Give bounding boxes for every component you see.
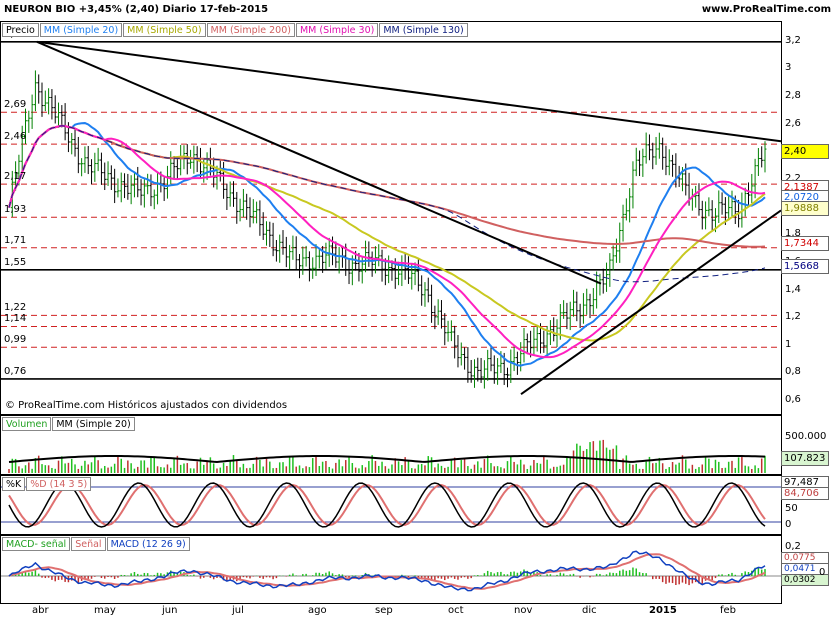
x-axis: abr may jun jul ago sep oct nov dic 2015 feb	[0, 603, 780, 620]
footer-note: © ProRealTime.com Históricos ajustados c…	[5, 400, 288, 411]
legend-d[interactable]: %D (14 3 5)	[26, 477, 92, 491]
trendline-down	[36, 40, 602, 285]
x-axis-label: feb	[720, 605, 737, 616]
legend-sma50[interactable]: MM (Simple 50)	[123, 23, 206, 37]
macd-line	[8, 550, 766, 592]
level-label: 1,93	[4, 204, 27, 216]
legend-volume[interactable]: Volumen	[2, 417, 52, 431]
price-axis-label: 2,8	[785, 90, 801, 102]
stoch-axis-0: 0	[785, 519, 792, 530]
level-label: 1,22	[4, 302, 27, 314]
price-legend: Precio MM (Simple 20) MM (Simple 50) MM …	[2, 23, 469, 37]
legend-macd[interactable]: MACD (12 26 9)	[106, 537, 190, 551]
sma30-line	[8, 124, 766, 359]
legend-sma20[interactable]: MM (Simple 20)	[39, 23, 123, 37]
x-axis-label: nov	[514, 605, 533, 616]
stochastic-pane[interactable]: %K %D (14 3 5)	[0, 475, 782, 535]
price-badge: 2,40	[781, 144, 829, 160]
stoch-d-line	[8, 483, 766, 527]
x-axis-label: may	[94, 605, 116, 616]
legend-macd-hist[interactable]: MACD- señal	[2, 537, 71, 551]
macd-legend: MACD- señal Señal MACD (12 26 9)	[2, 537, 191, 551]
price-axis-label: 2,2	[785, 173, 801, 184]
price-axis-label: 2,6	[785, 117, 801, 129]
volume-axis-label: 500.000	[785, 431, 827, 442]
sma50-line	[8, 124, 766, 342]
volume-pane[interactable]: Volumen MM (Simple 20)	[0, 415, 782, 475]
macd-axis-0: 0	[819, 567, 826, 578]
stoch-k-line	[8, 482, 766, 528]
price-axis-label: 0,6	[785, 394, 801, 406]
x-axis-label: oct	[448, 605, 464, 616]
level-label: 1,55	[4, 256, 27, 268]
x-axis-label: jun	[162, 605, 178, 616]
x-axis-label: ago	[308, 605, 327, 616]
legend-sma30[interactable]: MM (Simple 30)	[295, 23, 379, 37]
macd-signal-line	[8, 553, 766, 590]
volume-plot	[8, 439, 766, 473]
macd-axis: 0,2 0,0775 0,0471 0,0302 0	[781, 535, 835, 602]
volume-sma-line	[8, 455, 766, 463]
legend-price[interactable]: Precio	[2, 23, 39, 37]
x-axis-label: sep	[375, 605, 393, 616]
macd-badge-3: 0,0302	[781, 574, 829, 586]
price-axis-label: 1,2	[785, 311, 801, 323]
volume-axis: 500.000 107.823	[781, 415, 835, 473]
price-badge: 1,9888	[781, 201, 829, 217]
level-label: 0,76	[4, 365, 27, 377]
price-axis-label: 3,2	[785, 34, 801, 46]
stochastic-axis: 97,487 84,706 50 0	[781, 475, 835, 533]
volume-badge: 107.823	[781, 451, 829, 466]
price-badge: 1,5668	[781, 259, 829, 275]
x-axis-label: jul	[232, 605, 244, 616]
macd-pane[interactable]: MACD- señal Señal MACD (12 26 9)	[0, 535, 782, 604]
level-label: 2,46	[4, 131, 27, 143]
price-axis-label: 1	[785, 338, 792, 350]
x-axis-label: abr	[32, 605, 49, 616]
price-axis-label: 0,8	[785, 366, 801, 378]
stochastic-plot	[1, 482, 781, 528]
level-label: 1,14	[4, 313, 27, 325]
x-axis-label: dic	[582, 605, 597, 616]
legend-k[interactable]: %K	[2, 477, 26, 491]
stoch-d-badge: 84,706	[781, 487, 829, 500]
macd-plot	[1, 550, 781, 592]
site-name[interactable]: www.ProRealTime.com	[701, 4, 831, 15]
price-axis-label: 1,4	[785, 283, 801, 295]
legend-sma130[interactable]: MM (Simple 130)	[379, 23, 468, 37]
price-axis: 3,232,82,62,42,221,81,61,41,210,80,62,40…	[781, 21, 835, 413]
volume-legend: Volumen MM (Simple 20)	[2, 417, 136, 431]
level-label: 1,71	[4, 234, 27, 246]
level-label: 2,17	[4, 171, 27, 183]
price-axis-label: 3	[785, 62, 792, 74]
price-pane[interactable]: Precio MM (Simple 20) MM (Simple 50) MM …	[0, 21, 782, 415]
x-axis-label: 2015	[649, 605, 677, 616]
stochastic-legend: %K %D (14 3 5)	[2, 477, 92, 491]
macd-axis-02: 0,2	[785, 541, 801, 552]
price-badge: 1,7344	[781, 236, 829, 252]
legend-volume-sma[interactable]: MM (Simple 20)	[52, 417, 135, 431]
chart-header: NEURON BIO +3,45% (2,40) Diario 17-feb-2…	[0, 0, 835, 20]
chart-title: NEURON BIO +3,45% (2,40) Diario 17-feb-2…	[4, 4, 269, 15]
stoch-axis-50: 50	[785, 503, 798, 514]
sma20-line	[8, 122, 766, 367]
price-plot	[1, 40, 781, 395]
sma130-line	[8, 125, 766, 283]
level-label: 0,99	[4, 334, 27, 346]
legend-sma200[interactable]: MM (Simple 200)	[206, 23, 295, 37]
price-axis-label: 1,8	[785, 228, 801, 240]
trendline-resistance	[36, 40, 781, 143]
legend-signal[interactable]: Señal	[71, 537, 106, 551]
level-label: 2,69	[4, 99, 27, 111]
trendline-support	[520, 209, 781, 395]
